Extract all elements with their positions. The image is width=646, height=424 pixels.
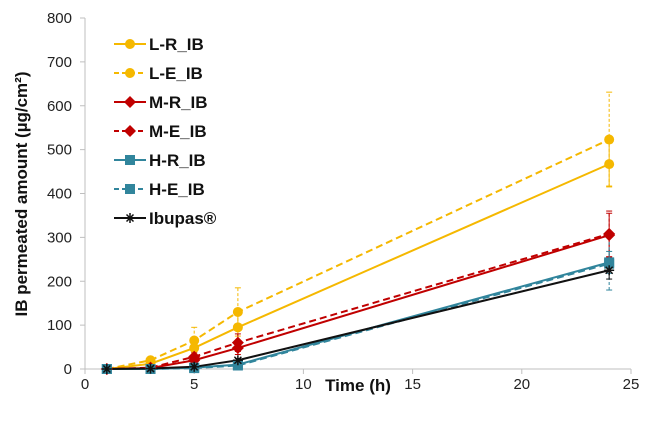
x-tick-label: 5	[190, 376, 198, 393]
x-tick-label: 15	[404, 376, 421, 393]
y-tick-label: 300	[47, 229, 72, 246]
legend-marker	[125, 155, 135, 165]
data-point-h-e-ib	[604, 258, 615, 269]
legend-marker	[124, 96, 136, 108]
legend-marker	[125, 39, 135, 49]
x-tick-label: 20	[513, 376, 530, 393]
legend-item-m-e-ib: M-E_IB	[114, 122, 207, 141]
y-tick-label: 700	[47, 54, 72, 71]
data-point-ibupas	[101, 364, 112, 374]
data-point-l-e-ib	[232, 306, 243, 317]
data-point-ibupas	[145, 363, 156, 374]
data-point-m-e-ib	[188, 350, 201, 363]
data-point-m-e-ib	[231, 336, 244, 349]
legend-item-l-r-ib: L-R_IB	[114, 35, 204, 54]
series-line-m-e-ib	[106, 232, 610, 370]
legend-marker	[125, 184, 135, 194]
series-line-ibupas	[106, 269, 610, 370]
y-tick-label: 600	[47, 98, 72, 115]
y-tick-label: 0	[64, 361, 72, 378]
data-point-l-e-ib	[189, 335, 200, 346]
data-point-l-r-ib	[189, 342, 200, 353]
legend-item-m-r-ib: M-R_IB	[114, 93, 208, 112]
legend-item-h-e-ib: H-E_IB	[114, 180, 205, 199]
data-point-m-e-ib	[603, 227, 616, 240]
legend-label: L-R_IB	[149, 35, 204, 54]
y-tick-label: 400	[47, 186, 72, 203]
legend-label: H-E_IB	[149, 180, 205, 199]
legend-marker	[125, 68, 135, 78]
data-point-l-e-ib	[145, 355, 156, 366]
data-point-l-r-ib	[604, 159, 615, 170]
legend-label: M-R_IB	[149, 93, 208, 112]
y-tick-label: 200	[47, 273, 72, 290]
data-point-l-r-ib	[232, 322, 243, 333]
data-point-h-e-ib	[232, 360, 243, 371]
series-line-l-e-ib	[106, 138, 610, 370]
legend-item-ibupas: Ibupas®	[114, 209, 217, 228]
x-tick-label: 25	[623, 376, 640, 393]
legend-label: M-E_IB	[149, 122, 207, 141]
y-axis-title: IB permeated amount (µg/cm²)	[12, 72, 31, 317]
data-point-l-e-ib	[604, 134, 615, 145]
y-tick-label: 100	[47, 317, 72, 334]
legend-item-l-e-ib: L-E_IB	[114, 64, 203, 83]
x-tick-label: 10	[295, 376, 312, 393]
legend-marker	[124, 125, 136, 137]
y-tick-label: 800	[47, 10, 72, 27]
x-tick-label: 0	[81, 376, 89, 393]
series-line-h-e-ib	[106, 262, 610, 370]
legend-item-h-r-ib: H-R_IB	[114, 151, 206, 170]
legend-marker	[125, 213, 135, 223]
data-point-ibupas	[189, 361, 200, 372]
legend-label: Ibupas®	[149, 209, 217, 228]
legend-label: L-E_IB	[149, 64, 203, 83]
x-axis-title: Time (h)	[325, 376, 391, 395]
data-point-ibupas	[232, 355, 243, 366]
legend-label: H-R_IB	[149, 151, 206, 170]
data-point-ibupas	[604, 265, 615, 276]
y-tick-label: 500	[47, 142, 72, 159]
